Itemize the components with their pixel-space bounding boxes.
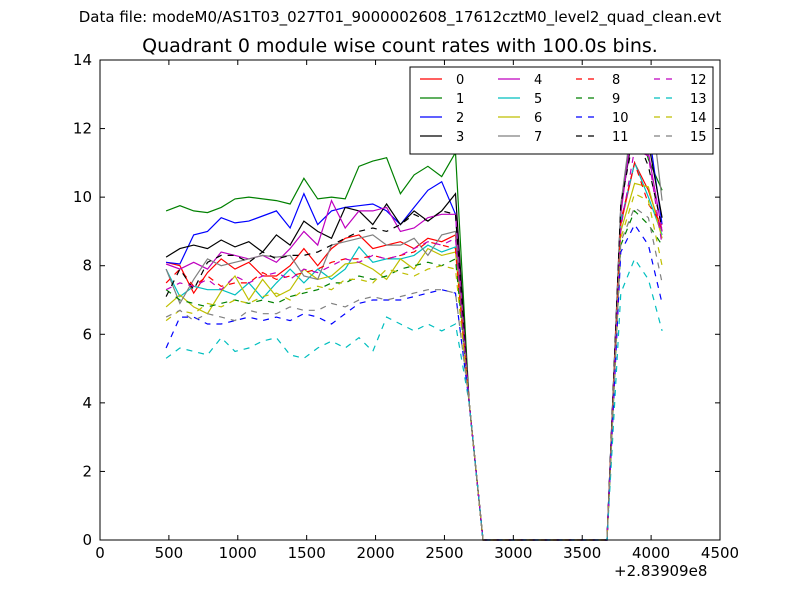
figure-suptitle: Data file: modeM0/AS1T03_027T01_90000026… bbox=[78, 8, 722, 26]
legend-label-9: 9 bbox=[612, 92, 620, 107]
series-line-8 bbox=[165, 160, 663, 541]
x-tick-label: 0 bbox=[95, 544, 105, 562]
legend-label-3: 3 bbox=[456, 130, 464, 145]
x-tick-label: 3000 bbox=[494, 544, 532, 562]
x-tick-label: 500 bbox=[155, 544, 184, 562]
legend-label-14: 14 bbox=[690, 111, 707, 126]
chart-title: Quadrant 0 module wise count rates with … bbox=[142, 35, 658, 57]
legend-box bbox=[409, 66, 714, 155]
legend-label-15: 15 bbox=[690, 130, 707, 145]
axes-frame bbox=[99, 59, 721, 541]
x-tick-label: 4000 bbox=[632, 544, 670, 562]
legend-label-8: 8 bbox=[612, 73, 620, 88]
x-tick-label: 4500 bbox=[701, 544, 739, 562]
series-line-13 bbox=[165, 257, 663, 541]
legend-label-10: 10 bbox=[612, 111, 629, 126]
legend-label-7: 7 bbox=[534, 130, 542, 145]
x-tick-label: 1000 bbox=[219, 544, 257, 562]
y-tick-label: 10 bbox=[73, 188, 92, 206]
x-offset-label: +2.83909e8 bbox=[614, 562, 708, 580]
y-tick-label: 12 bbox=[73, 120, 92, 138]
y-tick-label: 6 bbox=[82, 325, 92, 343]
x-tick-label: 1500 bbox=[288, 544, 326, 562]
y-tick-label: 2 bbox=[82, 462, 92, 480]
y-tick-label: 14 bbox=[73, 51, 92, 69]
x-tick-label: 2000 bbox=[356, 544, 394, 562]
legend-label-12: 12 bbox=[690, 73, 707, 88]
legend-label-13: 13 bbox=[690, 92, 707, 107]
legend-label-0: 0 bbox=[456, 73, 464, 88]
x-tick-label: 2500 bbox=[425, 544, 463, 562]
legend-label-4: 4 bbox=[534, 73, 542, 88]
legend-label-2: 2 bbox=[456, 111, 464, 126]
legend-label-5: 5 bbox=[534, 92, 542, 107]
y-tick-label: 0 bbox=[82, 531, 92, 549]
legend-label-6: 6 bbox=[534, 111, 542, 126]
legend-label-11: 11 bbox=[612, 130, 629, 145]
x-tick-label: 3500 bbox=[563, 544, 601, 562]
y-tick-label: 8 bbox=[82, 257, 92, 275]
legend-label-1: 1 bbox=[456, 92, 464, 107]
y-tick-label: 4 bbox=[82, 394, 92, 412]
